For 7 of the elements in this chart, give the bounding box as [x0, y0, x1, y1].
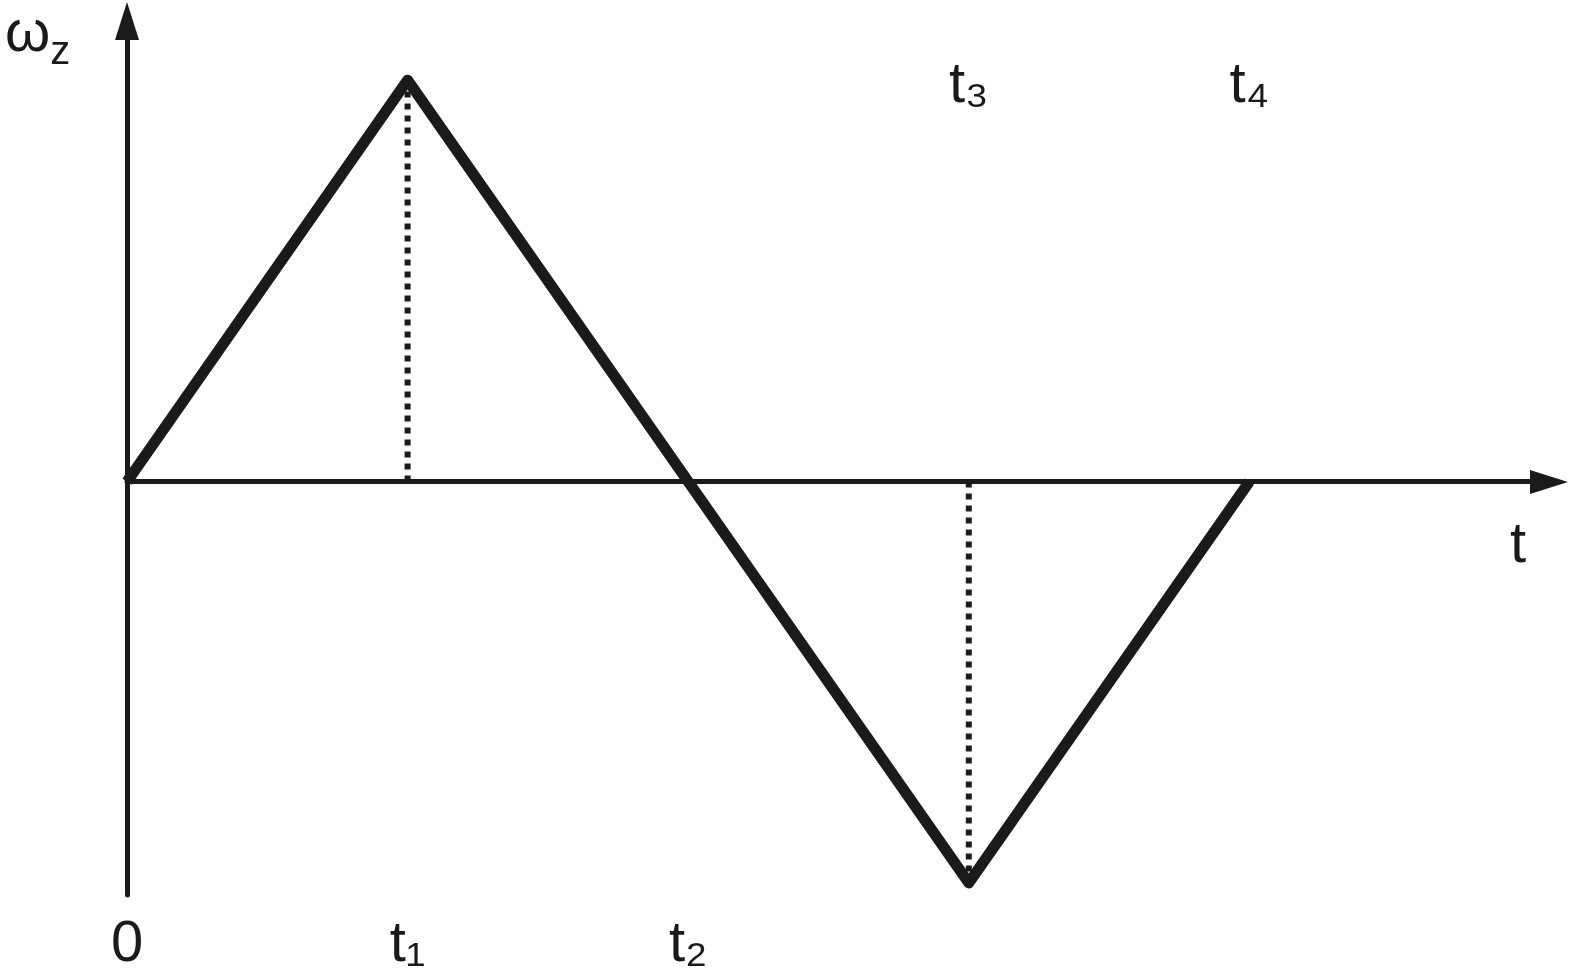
x-tick-label: t₃ [948, 48, 989, 114]
x-tick-label: 0 [110, 907, 144, 969]
x-tick-label: t₁ [389, 907, 426, 969]
x-tick-label: t₂ [668, 907, 708, 969]
y-axis-title: ω$_{z}$ [5, 0, 71, 72]
x-axis-title: t [1510, 509, 1527, 575]
x-tick-label: t₄ [1229, 48, 1270, 114]
